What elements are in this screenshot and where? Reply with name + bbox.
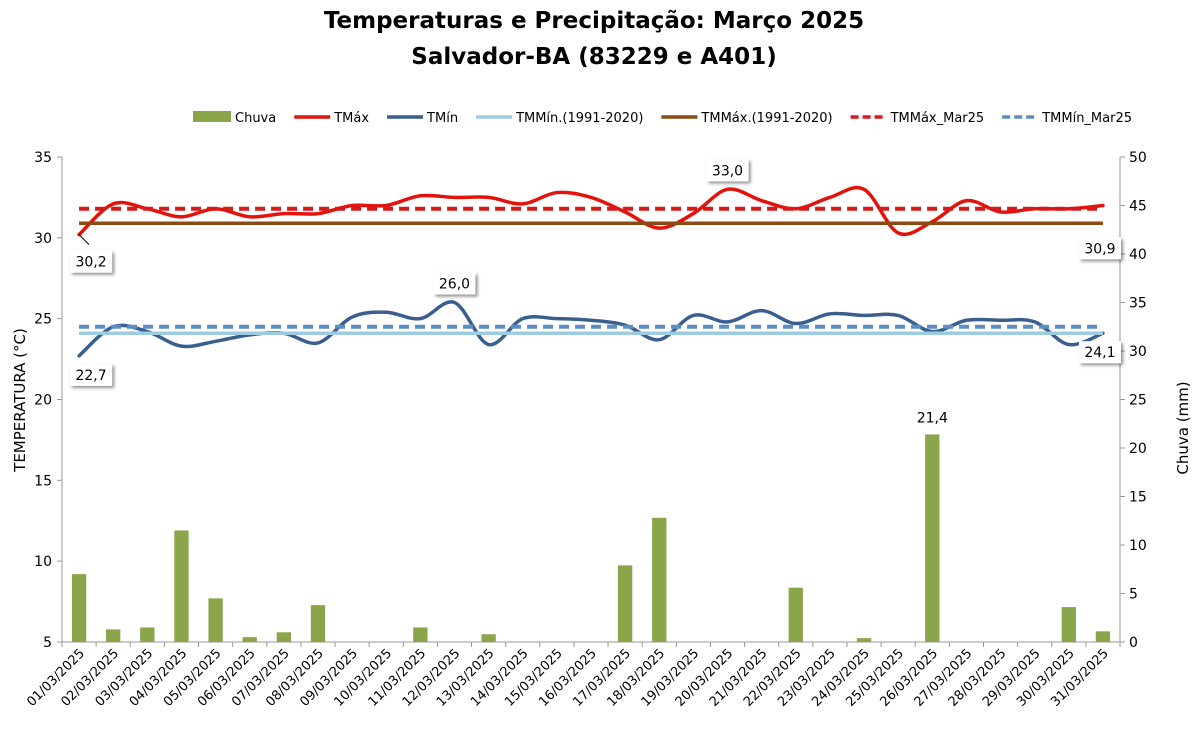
y-right-tick-label: 50: [1129, 150, 1147, 166]
data-label-text: 26,0: [439, 277, 470, 293]
axes: 51015202530350510152025303540455001/03/2…: [24, 150, 1147, 710]
bar-chuva-08/03/2025: [311, 605, 325, 642]
legend-swatch: [193, 111, 231, 122]
data-label-chuva: 21,4: [917, 410, 948, 426]
bars-chuva: [72, 434, 1110, 642]
legend-item-tmm-n-mar25: TMMín_Mar25: [1002, 111, 1132, 126]
legend-item-chuva: Chuva: [193, 111, 276, 126]
bar-chuva-24/03/2025: [857, 638, 871, 642]
y-axis-left-title: TEMPERATURA (°C): [11, 328, 29, 473]
y-left-tick-label: 35: [34, 150, 52, 166]
legend-label: TMMín.(1991-2020): [515, 111, 643, 126]
legend-label: Chuva: [235, 111, 276, 126]
line-tm-n: [79, 302, 1103, 356]
y-right-tick-label: 0: [1129, 635, 1138, 651]
data-label-tmin-last: 24,1: [1079, 341, 1121, 363]
bar-chuva-31/03/2025: [1096, 631, 1110, 642]
y-left-tick-label: 20: [34, 393, 52, 409]
legend-item-tmm-x-mar25: TMMáx_Mar25: [851, 111, 985, 126]
y-right-tick-label: 35: [1129, 296, 1147, 312]
bar-chuva-04/03/2025: [174, 530, 188, 642]
legend-item-tm-x: TMáx: [294, 111, 369, 126]
bar-chuva-18/03/2025: [652, 518, 666, 642]
bar-chuva-13/03/2025: [481, 634, 495, 642]
line-tm-x: [79, 188, 1103, 235]
y-right-tick-label: 45: [1129, 199, 1147, 215]
data-label-tmax-first: 30,2: [70, 251, 112, 273]
data-label-tmmax-normal: 30,9: [1079, 237, 1121, 259]
data-label-tmax-peak: 33,0: [707, 159, 749, 181]
bar-chuva-06/03/2025: [243, 637, 257, 642]
bar-chuva-05/03/2025: [208, 598, 222, 642]
legend-label: TMín: [426, 111, 458, 126]
legend: Chuva TMáx TMín TMMín.(1991-2020) TMMáx.(199…: [193, 111, 1132, 126]
y-axis-right-title: Chuva (mm): [1174, 381, 1192, 474]
bar-chuva-22/03/2025: [789, 588, 803, 642]
y-right-tick-label: 20: [1129, 441, 1147, 457]
bar-chuva-11/03/2025: [413, 627, 427, 642]
lines: [79, 188, 1103, 356]
bar-chuva-30/03/2025: [1062, 607, 1076, 642]
y-right-tick-label: 15: [1129, 490, 1147, 506]
y-right-tick-label: 5: [1129, 587, 1138, 603]
y-right-tick-label: 25: [1129, 393, 1147, 409]
y-right-tick-label: 10: [1129, 538, 1147, 554]
legend-label: TMMín_Mar25: [1041, 111, 1132, 126]
leader-line: [79, 235, 89, 245]
bar-chuva-03/03/2025: [140, 627, 154, 642]
chart-title-line1: Temperaturas e Precipitação: Março 2025: [324, 8, 864, 34]
legend-item-tm-n: TMín: [387, 111, 458, 126]
legend-item-tmm-n-1991-2020-: TMMín.(1991-2020): [476, 111, 643, 126]
legend-label: TMMáx.(1991-2020): [700, 111, 832, 126]
y-left-tick-label: 25: [34, 312, 52, 328]
bar-chuva-02/03/2025: [106, 629, 120, 642]
data-label-text: 33,0: [712, 163, 743, 179]
y-left-tick-label: 30: [34, 231, 52, 247]
data-label-tmin-first: 22,7: [70, 364, 112, 386]
y-left-tick-label: 10: [34, 554, 52, 570]
data-label-text: 30,9: [1084, 241, 1115, 257]
data-label-text: 24,1: [1084, 345, 1115, 361]
legend-label: TMMáx_Mar25: [890, 111, 985, 126]
chart-title-line2: Salvador-BA (83229 e A401): [411, 44, 776, 70]
bar-chuva-17/03/2025: [618, 565, 632, 642]
y-right-tick-label: 30: [1129, 344, 1147, 360]
legend-label: TMáx: [333, 111, 369, 126]
data-label-text: 22,7: [75, 368, 106, 384]
bar-chuva-01/03/2025: [72, 574, 86, 642]
data-label-tmin-peak: 26,0: [433, 273, 475, 295]
data-label-text: 30,2: [75, 255, 106, 271]
bar-chuva-07/03/2025: [277, 632, 291, 642]
bar-chuva-26/03/2025: [925, 434, 939, 642]
legend-item-tmm-x-1991-2020-: TMMáx.(1991-2020): [661, 111, 832, 126]
y-left-tick-label: 15: [34, 473, 52, 489]
y-left-tick-label: 5: [43, 635, 52, 651]
y-right-tick-label: 40: [1129, 247, 1147, 263]
